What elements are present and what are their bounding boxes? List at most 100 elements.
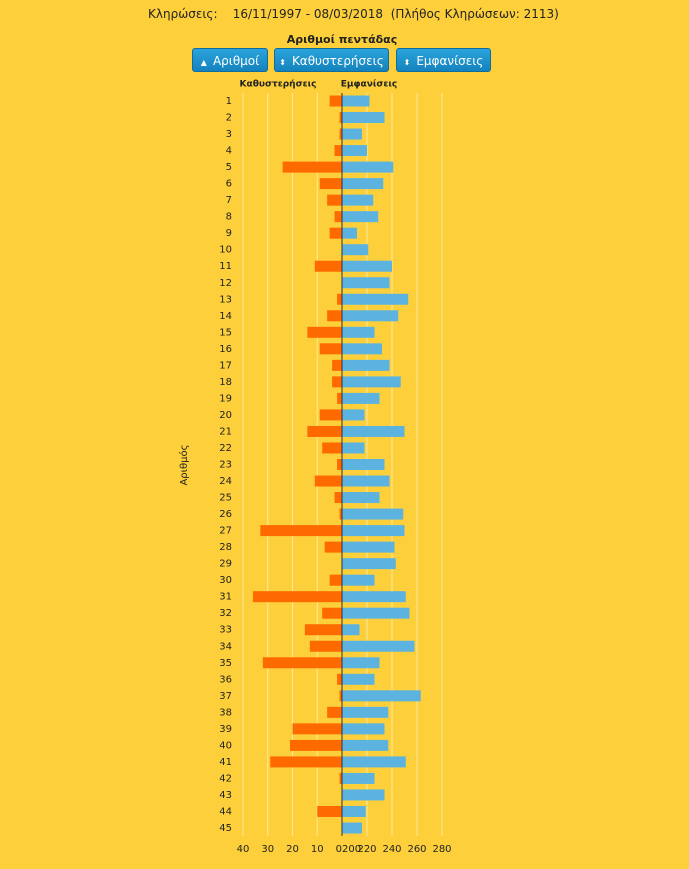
bar	[319, 343, 342, 355]
bar	[342, 293, 409, 305]
y-tick-label: 39	[219, 724, 232, 735]
bar	[342, 459, 385, 470]
bar	[342, 640, 415, 652]
y-tick-label: 42	[219, 773, 232, 784]
y-tick-label: 15	[219, 327, 232, 338]
bar	[307, 425, 342, 437]
y-tick-label: 11	[219, 261, 232, 272]
y-tick-label: 20	[219, 410, 232, 421]
y-tick-label: 14	[219, 311, 232, 322]
bar	[342, 558, 396, 570]
series-heading: Εμφανίσεις	[341, 79, 398, 90]
y-tick-label: 13	[219, 294, 232, 305]
bar	[252, 591, 342, 603]
bar	[342, 475, 390, 487]
bar	[342, 326, 375, 338]
header: Κληρώσεις: 16/11/1997 - 08/03/2018 (Πλήθ…	[148, 7, 559, 21]
bar	[342, 161, 394, 173]
x-tick-label: 30	[261, 844, 274, 855]
y-tick-label: 25	[219, 493, 232, 504]
x-tick-label: 260	[407, 844, 426, 855]
bar	[332, 376, 342, 388]
y-tick-label: 26	[219, 509, 232, 520]
bar	[342, 706, 389, 718]
bar	[342, 492, 380, 504]
x-tick-label: 20	[286, 844, 299, 855]
y-tick-label: 19	[219, 393, 232, 404]
bar	[337, 392, 342, 404]
y-tick-label: 4	[226, 146, 232, 157]
bar	[342, 392, 380, 404]
draw-count: (Πλήθος Κληρώσεων: 2113)	[390, 7, 559, 21]
button-label: Καθυστερήσεις	[291, 54, 384, 68]
chart-title: Αριθμοί πεντάδας	[287, 33, 398, 46]
bar	[342, 789, 385, 801]
y-tick-label: 33	[219, 625, 232, 636]
bar	[342, 310, 399, 322]
bar	[342, 211, 379, 223]
y-tick-label: 23	[219, 460, 232, 471]
bar	[342, 541, 395, 553]
y-tick-label: 41	[219, 757, 232, 768]
bar	[342, 822, 362, 834]
y-tick-label: 2	[226, 113, 232, 124]
bar	[337, 673, 342, 685]
x-tick-label: 220	[357, 844, 376, 855]
bar	[319, 409, 342, 421]
y-tick-label: 45	[219, 823, 232, 834]
bar	[334, 145, 342, 157]
bar	[342, 244, 369, 256]
bar	[342, 508, 404, 520]
bar	[339, 690, 342, 702]
y-tick-label: 1	[226, 96, 232, 107]
y-tick-label: 6	[226, 179, 232, 190]
bar	[342, 772, 375, 784]
bar	[327, 194, 342, 206]
sort-button[interactable]: ⬍ Εμφανίσεις	[396, 48, 491, 72]
bar	[342, 178, 384, 190]
y-tick-label: 22	[219, 443, 232, 454]
series-heading: Καθυστερήσεις	[240, 80, 317, 90]
bar	[317, 805, 342, 817]
bar	[339, 772, 342, 784]
bar	[342, 607, 410, 619]
y-tick-label: 21	[219, 426, 232, 437]
bar	[342, 525, 405, 537]
sort-button[interactable]: ▲ Αριθμοί	[192, 48, 268, 72]
bar	[342, 425, 405, 437]
y-tick-label: 30	[219, 575, 232, 586]
bar	[342, 574, 375, 586]
bar	[342, 591, 406, 603]
y-tick-label: 12	[219, 278, 232, 289]
bar	[329, 95, 342, 107]
bar	[339, 112, 342, 124]
sort-button[interactable]: ⬍ Καθυστερήσεις	[274, 48, 389, 72]
y-tick-label: 5	[226, 162, 232, 173]
x-tick-label: 200	[342, 844, 361, 855]
bar	[342, 128, 362, 140]
bar	[327, 310, 342, 322]
bar	[339, 508, 342, 520]
bar	[327, 706, 342, 718]
bar	[342, 343, 382, 355]
y-tick-label: 7	[226, 195, 232, 206]
bar	[309, 640, 342, 652]
bar	[282, 161, 342, 173]
x-tick-label: 280	[432, 844, 451, 855]
bar	[342, 145, 367, 157]
bar	[337, 459, 342, 470]
bar	[339, 128, 342, 140]
bar	[314, 475, 342, 487]
bar	[342, 805, 366, 817]
bar	[342, 359, 390, 371]
y-tick-label: 37	[219, 691, 232, 702]
y-tick-label: 36	[219, 674, 232, 685]
y-tick-label: 43	[219, 790, 232, 801]
bar	[334, 492, 342, 504]
y-tick-label: 28	[219, 542, 232, 553]
y-tick-label: 17	[219, 360, 232, 371]
x-tick-label: 240	[382, 844, 401, 855]
bar	[342, 260, 392, 272]
